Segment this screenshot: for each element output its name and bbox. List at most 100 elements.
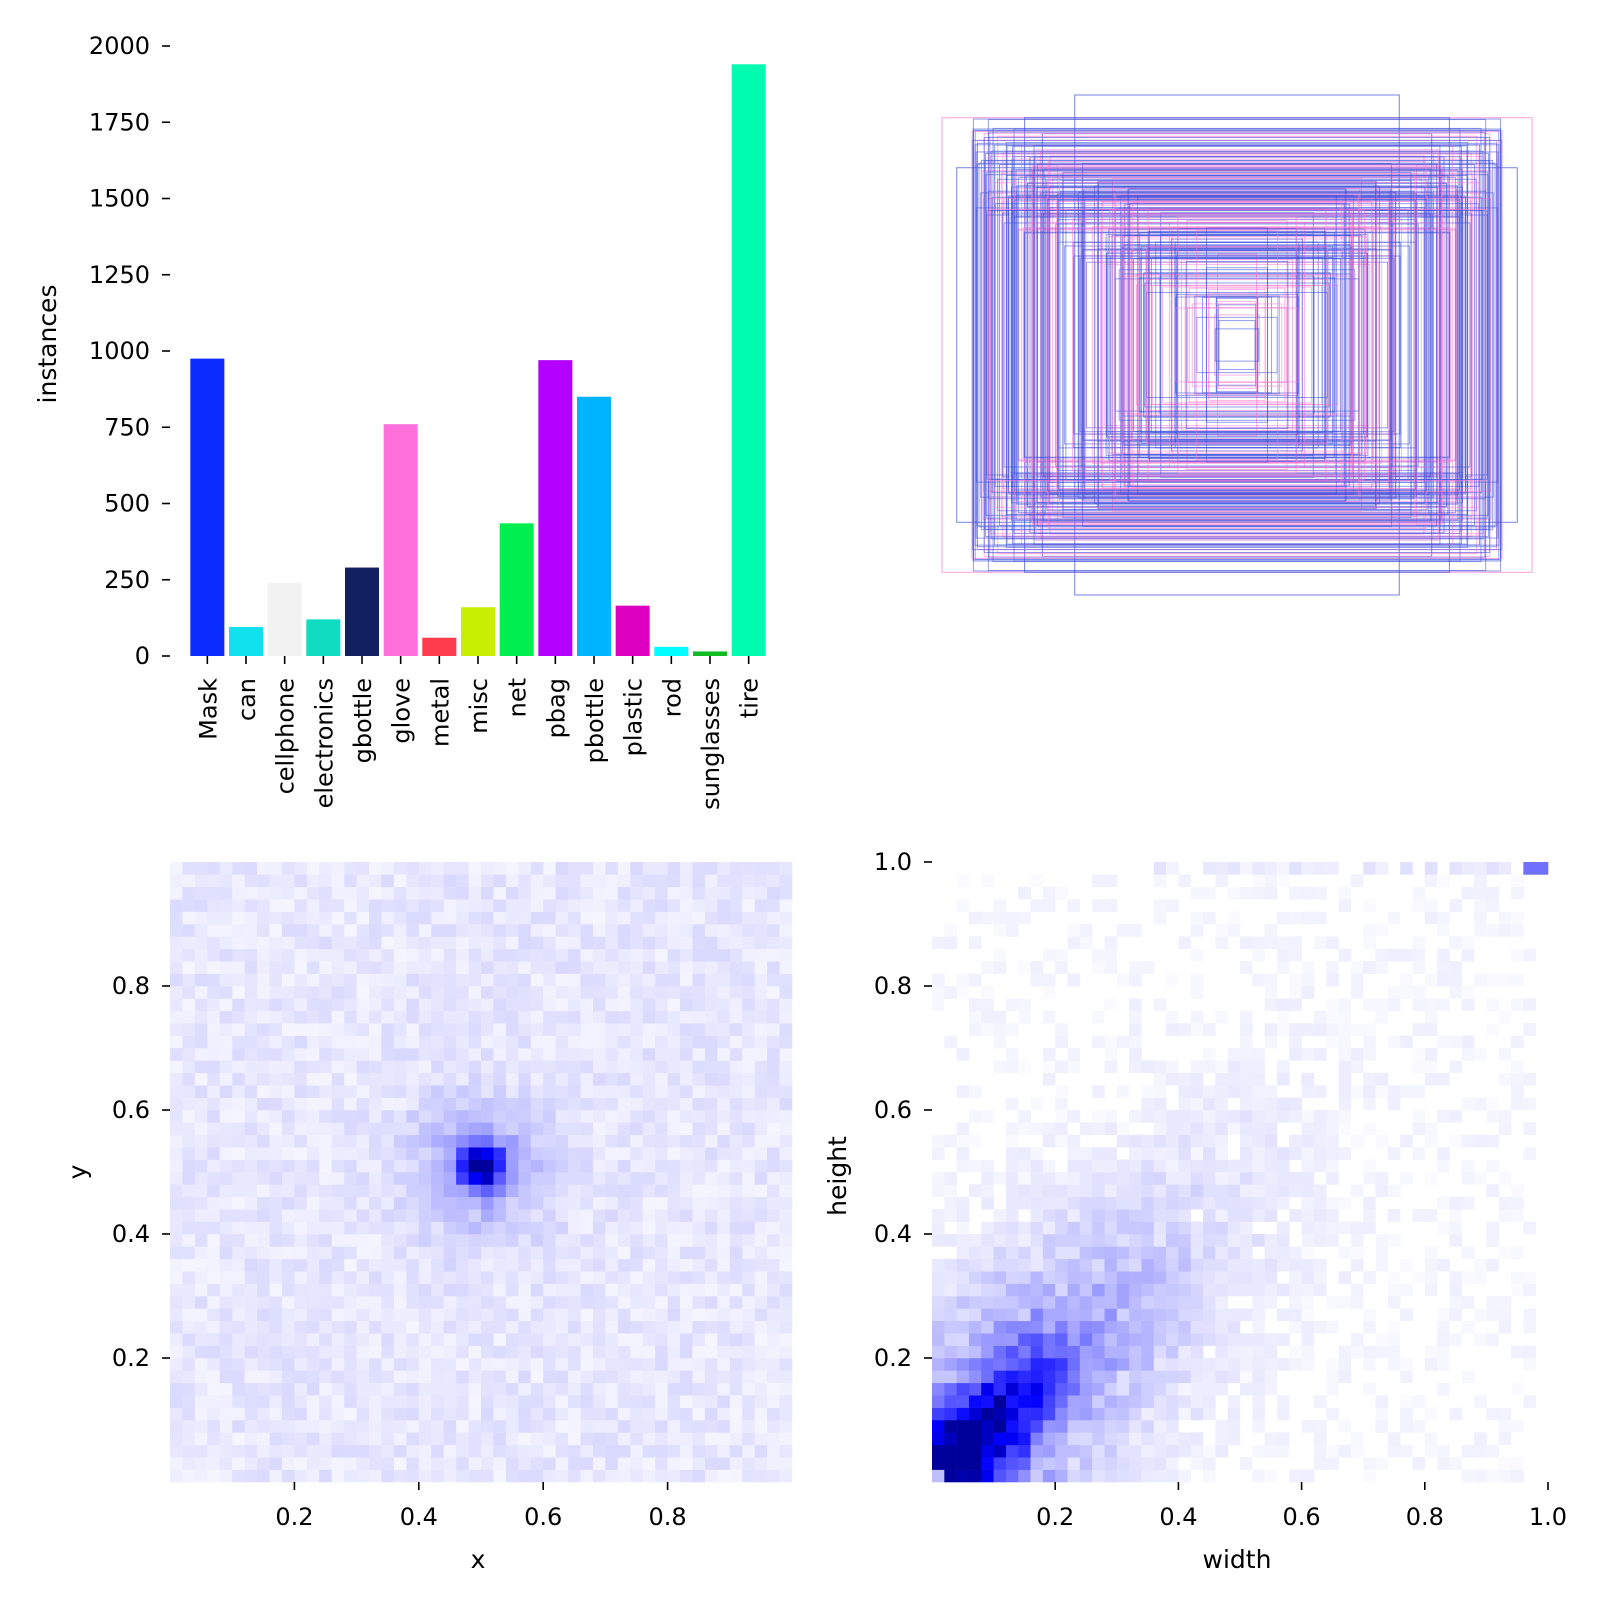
heatmap-cell <box>729 1209 743 1222</box>
bbox-rect <box>988 131 1486 559</box>
bar-rod <box>654 646 689 656</box>
heatmap-cell <box>779 1296 793 1309</box>
heatmap-cell <box>1523 1072 1536 1086</box>
heatmap-cell <box>530 1457 544 1470</box>
heatmap-cell <box>344 924 357 937</box>
heatmap-cell <box>1178 936 1192 950</box>
bbox-rect <box>1094 261 1380 429</box>
heatmap-cell <box>1067 1469 1081 1483</box>
heatmap-cell <box>754 1469 768 1483</box>
heatmap-cell <box>443 1370 457 1384</box>
heatmap-cell <box>530 986 544 999</box>
heatmap-cell <box>630 1296 644 1309</box>
heatmap-cell <box>932 1345 945 1359</box>
heatmap-cell <box>244 874 258 888</box>
heatmap-cell <box>956 1395 970 1408</box>
heatmap-cell <box>630 1308 644 1322</box>
heatmap-cell <box>1240 1023 1253 1036</box>
heatmap-cell <box>1203 1382 1216 1396</box>
heatmap-cell <box>1363 1035 1376 1049</box>
heatmap-cell <box>717 973 731 987</box>
bbox-rect <box>1036 186 1438 504</box>
heatmap-cell <box>468 1234 482 1247</box>
heatmap-cell <box>1240 1221 1253 1235</box>
heatmap-cell <box>981 1184 994 1198</box>
heatmap-cell <box>443 1023 457 1036</box>
heatmap-cell <box>481 1221 494 1235</box>
heatmap-cell <box>592 1184 606 1198</box>
heatmap-cell <box>1363 899 1376 912</box>
bbox-rect <box>976 163 1498 527</box>
heatmap-cell <box>269 1172 283 1185</box>
heatmap-cell <box>431 1122 444 1136</box>
heatmap-cell <box>779 1110 793 1123</box>
heatmap-cell <box>294 948 308 962</box>
heatmap-cell <box>1400 1085 1413 1098</box>
heatmap-cell <box>1449 1221 1463 1235</box>
heatmap-cell <box>1498 1457 1512 1470</box>
heatmap-cell <box>742 1395 755 1408</box>
heatmap-cell <box>418 1370 432 1384</box>
heatmap-cell <box>443 1444 457 1458</box>
heatmap-cell <box>232 862 245 875</box>
heatmap-cell <box>294 1122 308 1136</box>
heatmap-cell <box>742 1432 755 1446</box>
heatmap-cell <box>232 911 245 925</box>
heatmap-cell <box>1116 1296 1130 1309</box>
heatmap-cell <box>692 1023 706 1036</box>
heatmap-cell <box>605 1147 619 1160</box>
heatmap-cell <box>493 1060 507 1074</box>
heatmap-cell <box>642 1196 656 1210</box>
heatmap-cell <box>468 1258 482 1272</box>
heatmap-cell <box>1116 1159 1130 1173</box>
heatmap-cell <box>642 986 656 999</box>
heatmap-cell <box>1313 1271 1327 1284</box>
heatmap-cell <box>1067 1457 1081 1470</box>
heatmap-cell <box>170 1395 183 1408</box>
heatmap-cell <box>630 961 644 974</box>
heatmap-cell <box>182 924 196 937</box>
heatmap-cell <box>505 924 519 937</box>
bbox-rect <box>1136 284 1338 406</box>
heatmap-cell <box>1005 1147 1019 1160</box>
heatmap-cell <box>1178 1134 1192 1148</box>
heatmap-cell <box>1018 1147 1031 1160</box>
heatmap-cell <box>981 1308 994 1322</box>
bbox-rect <box>1147 230 1327 460</box>
heatmap-cell <box>1153 1060 1167 1074</box>
heatmap-cell <box>1203 1097 1216 1111</box>
heatmap-cell <box>580 1209 594 1222</box>
heatmap-cell <box>568 1023 581 1036</box>
heatmap-cell <box>232 886 245 900</box>
wh-x-axis-label: width <box>1203 1545 1272 1574</box>
heatmap-cell <box>456 1469 469 1483</box>
bbox-rect <box>990 150 1484 540</box>
heatmap-cell <box>431 1296 444 1309</box>
heatmap-cell <box>704 1333 718 1346</box>
heatmap-cell <box>1104 1333 1118 1346</box>
heatmap-cell <box>1079 1469 1093 1483</box>
heatmap-cell <box>555 1122 569 1136</box>
heatmap-cell <box>1289 1110 1302 1123</box>
heatmap-cell <box>505 1296 519 1309</box>
heatmap-cell <box>968 1407 982 1421</box>
heatmap-cell <box>1166 1060 1179 1074</box>
heatmap-cell <box>207 1395 221 1408</box>
bbox-rect <box>992 127 1482 563</box>
heatmap-cell <box>207 1345 221 1359</box>
heatmap-cell <box>393 948 407 962</box>
heatmap-cell <box>1363 961 1376 974</box>
heatmap-cell <box>742 911 755 925</box>
heatmap-cell <box>232 1097 245 1111</box>
heatmap-cell <box>207 1420 221 1433</box>
heatmap-cell <box>1313 1122 1327 1136</box>
heatmap-cell <box>729 1358 743 1371</box>
heatmap-cell <box>1375 1345 1389 1359</box>
heatmap-cell <box>431 1444 444 1458</box>
heatmap-cell <box>418 1147 432 1160</box>
heatmap-cell <box>418 1296 432 1309</box>
heatmap-cell <box>319 936 333 950</box>
heatmap-cell <box>194 1060 208 1074</box>
heatmap-cell <box>655 936 668 950</box>
heatmap-cell <box>443 924 457 937</box>
